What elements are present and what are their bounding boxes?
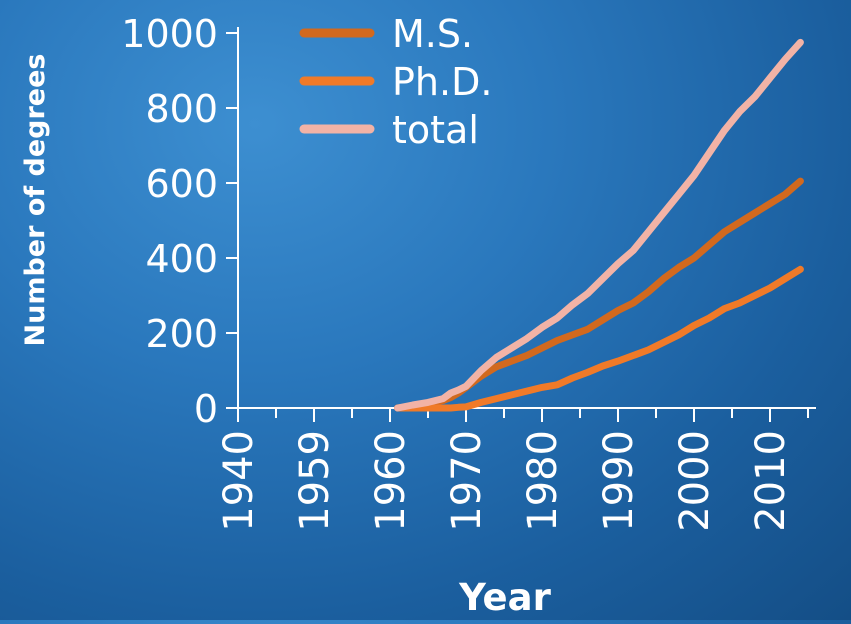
x-tick-label: 1959 — [292, 430, 338, 532]
y-axis-label: Number of degrees — [20, 54, 51, 347]
y-tick-label: 600 — [145, 162, 218, 206]
x-tick-label: 1990 — [596, 430, 642, 532]
x-tick-label: 2010 — [748, 430, 794, 532]
x-tick-label: 1960 — [368, 430, 414, 532]
x-tick-label: 1980 — [520, 430, 566, 532]
y-tick-label: 800 — [145, 87, 218, 131]
legend-label: total — [392, 108, 479, 152]
y-tick-label: 1000 — [121, 12, 218, 56]
legend-label: M.S. — [392, 12, 473, 56]
x-tick-label: 1970 — [444, 430, 490, 532]
y-tick-label: 200 — [145, 312, 218, 356]
y-tick-label: 400 — [145, 237, 218, 281]
x-tick-label: 2000 — [672, 430, 718, 532]
x-axis-label: Year — [458, 576, 551, 619]
x-tick-label: 1940 — [216, 430, 262, 532]
legend-label: Ph.D. — [392, 60, 492, 104]
series-line — [394, 177, 804, 412]
series-line — [394, 38, 804, 412]
y-tick-label: 0 — [194, 387, 218, 431]
series-line — [394, 265, 804, 412]
